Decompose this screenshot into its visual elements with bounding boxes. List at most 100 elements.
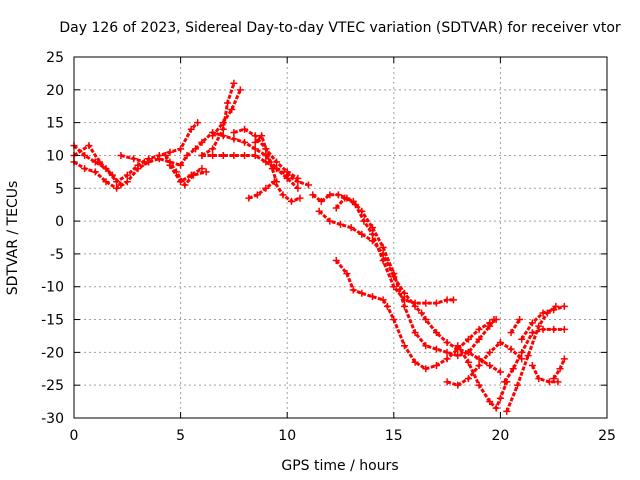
data-point [390, 283, 398, 291]
data-point [400, 342, 408, 350]
data-point [550, 375, 558, 383]
data-point [187, 125, 195, 133]
series-track-14 [332, 194, 498, 360]
data-point [518, 355, 526, 363]
x-tick-label: 20 [491, 428, 509, 444]
y-tick-label: -20 [41, 345, 64, 361]
data-point [443, 348, 451, 356]
data-point [230, 79, 238, 87]
series-line [446, 340, 523, 387]
data-point [411, 358, 419, 366]
data-point [219, 119, 227, 127]
data-point [130, 155, 138, 163]
data-point [390, 273, 398, 281]
data-point [528, 319, 536, 327]
data-point [496, 394, 504, 402]
data-point [253, 191, 261, 199]
data-point [332, 256, 340, 264]
data-point [102, 178, 110, 186]
data-point [145, 155, 153, 163]
data-point [507, 345, 515, 353]
data-point [140, 158, 148, 166]
data-point [117, 151, 125, 159]
data-point [343, 270, 351, 278]
data-point [96, 158, 104, 166]
data-point [296, 194, 304, 202]
data-point [108, 171, 116, 179]
data-point [194, 119, 202, 127]
data-point [198, 151, 206, 159]
y-tick-label: -5 [50, 247, 64, 263]
series-line [168, 164, 203, 184]
data-point [279, 191, 287, 199]
data-point [432, 299, 440, 307]
y-tick-label: -30 [41, 411, 64, 427]
data-point [287, 197, 295, 205]
data-point [236, 86, 244, 94]
data-point [209, 145, 217, 153]
data-point [262, 184, 270, 192]
data-point [528, 329, 536, 337]
data-point [535, 375, 543, 383]
y-axis-ticks: 25 20 15 10 5 0 -5 -10 -15 -20 -25 -30 [41, 50, 607, 427]
x-tick-label: 25 [598, 428, 616, 444]
data-point [454, 342, 462, 350]
data-point [560, 302, 568, 310]
y-axis-label: SDTVAR / TECUs [5, 181, 21, 296]
data-point [418, 309, 426, 317]
data-point [358, 230, 366, 238]
x-tick-label: 0 [70, 428, 79, 444]
data-point [443, 296, 451, 304]
data-point [550, 325, 558, 333]
series-track-2 [70, 119, 202, 186]
data-point [113, 184, 121, 192]
y-tick-label: 15 [46, 116, 64, 132]
data-point [198, 165, 206, 173]
x-axis-ticks: 0 5 10 15 20 25 [70, 57, 616, 444]
data-series [70, 79, 568, 415]
data-point [334, 191, 342, 199]
data-point [464, 375, 472, 383]
data-point [283, 168, 291, 176]
series-line [73, 143, 123, 186]
series-line [505, 305, 557, 412]
data-point [241, 138, 249, 146]
data-point [262, 145, 270, 153]
y-tick-label: 5 [55, 181, 64, 197]
data-point [524, 352, 532, 360]
data-point [183, 151, 191, 159]
data-point [507, 329, 515, 337]
data-point [230, 128, 238, 136]
data-point [556, 365, 564, 373]
series-line [311, 193, 454, 305]
series-line [509, 318, 521, 334]
data-point [422, 342, 430, 350]
data-point [134, 161, 142, 169]
data-point [390, 316, 398, 324]
series-track-5 [162, 151, 210, 189]
data-point [166, 148, 174, 156]
data-point [539, 325, 547, 333]
data-point [162, 151, 170, 159]
data-point [273, 158, 281, 166]
data-point [294, 184, 302, 192]
data-point [422, 316, 430, 324]
series-track-12 [245, 178, 304, 205]
data-point [123, 171, 131, 179]
data-point [202, 168, 210, 176]
data-point [192, 145, 200, 153]
data-point [177, 145, 185, 153]
data-point [189, 171, 197, 179]
data-point [528, 361, 536, 369]
data-point [230, 135, 238, 143]
data-point [464, 358, 472, 366]
y-tick-label: -10 [41, 280, 64, 296]
data-point [422, 299, 430, 307]
data-point [347, 224, 355, 232]
data-point [464, 348, 472, 356]
data-point [518, 335, 526, 343]
data-point [123, 178, 131, 186]
data-point [560, 325, 568, 333]
plot-frame [73, 56, 608, 419]
series-line [201, 154, 299, 190]
